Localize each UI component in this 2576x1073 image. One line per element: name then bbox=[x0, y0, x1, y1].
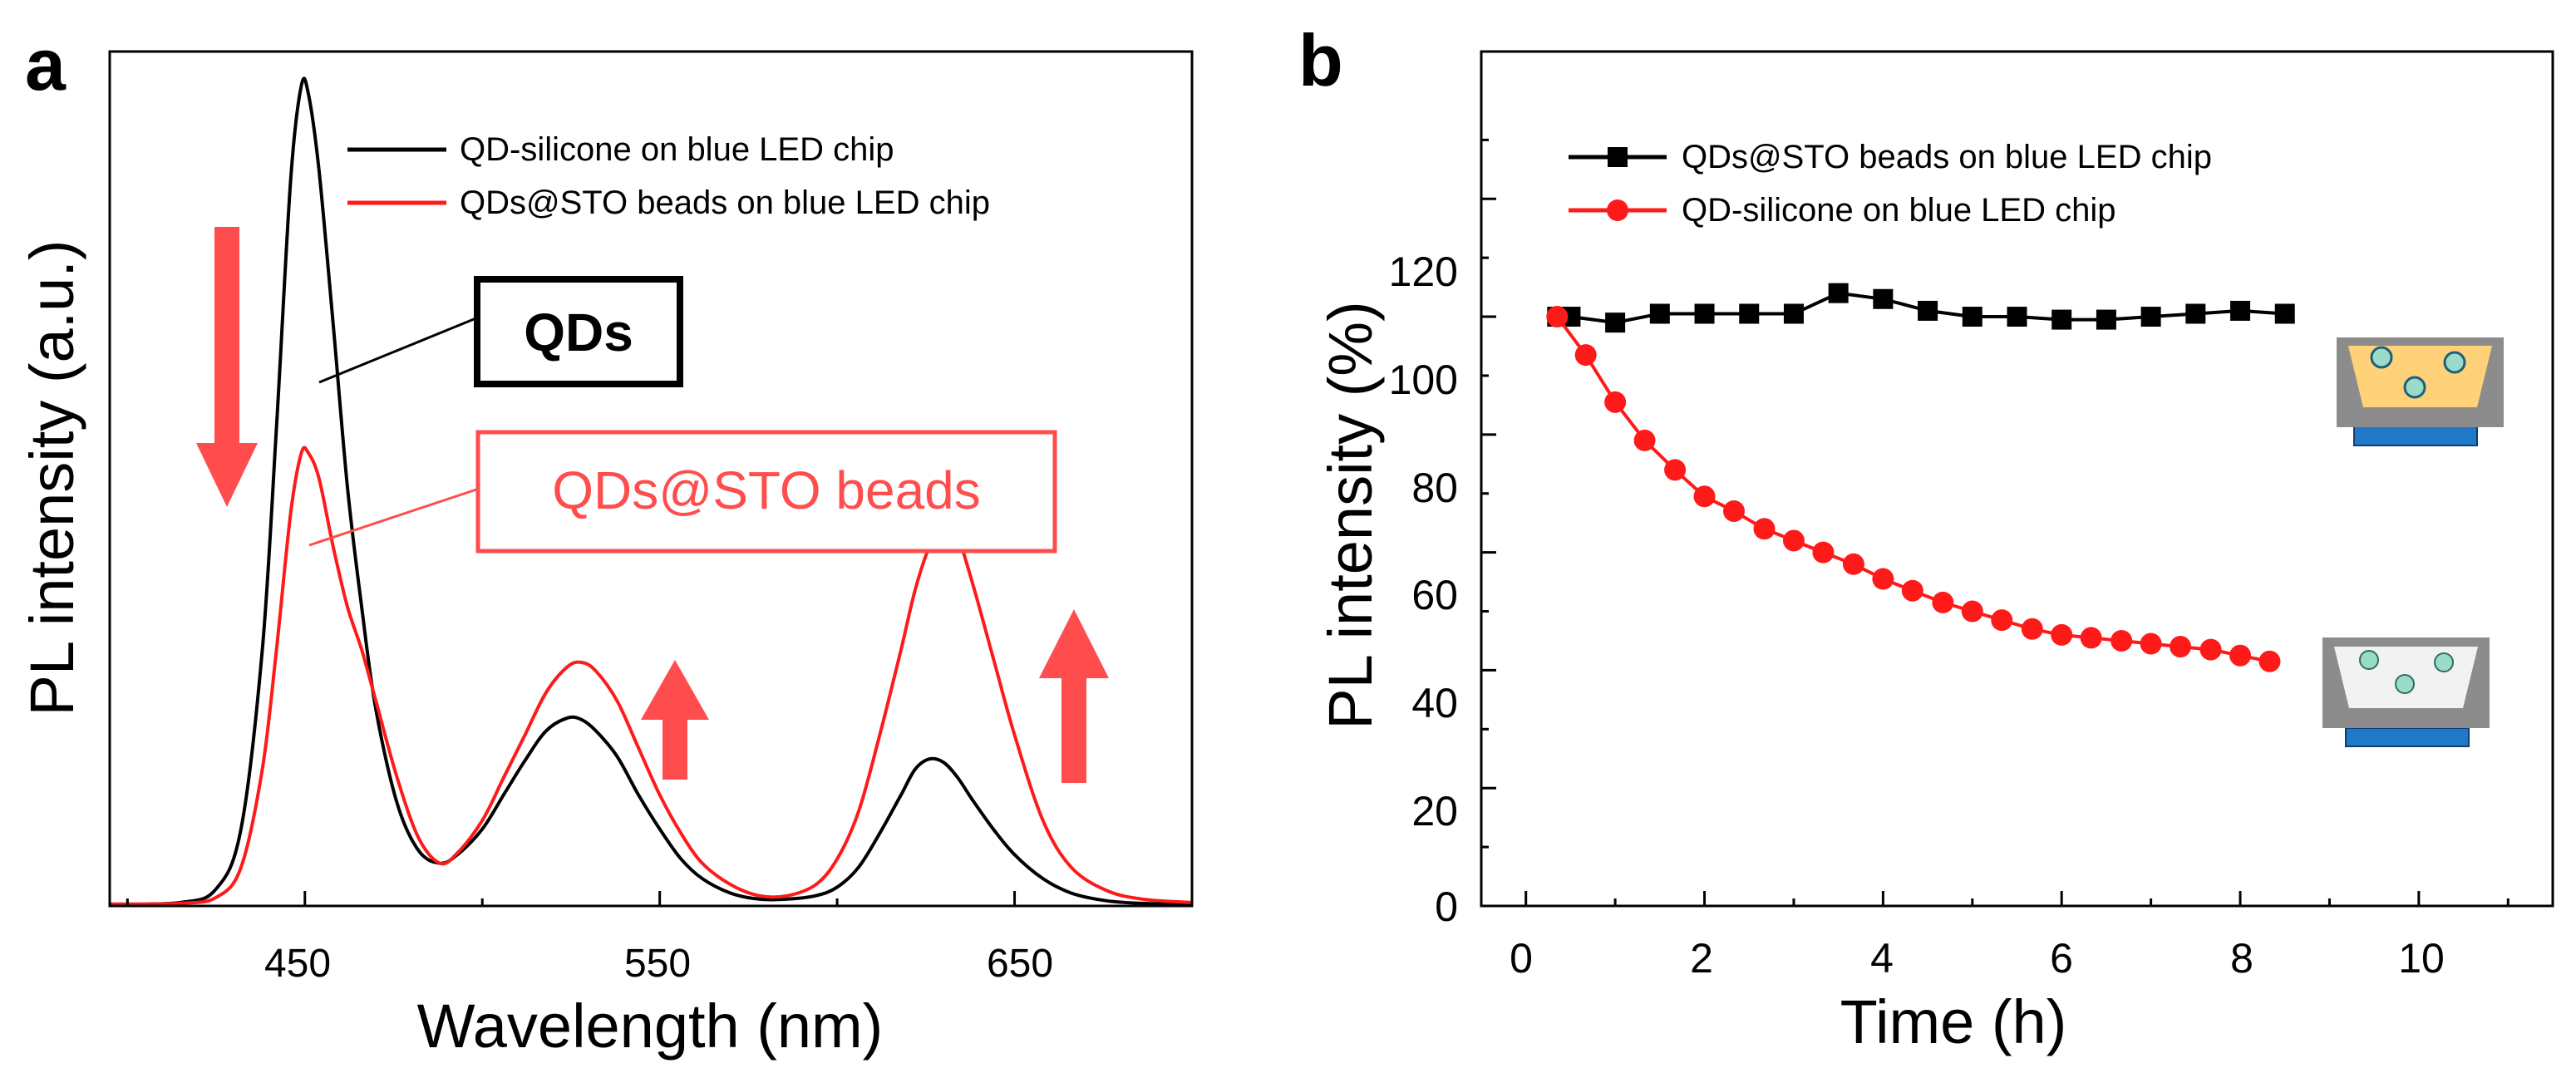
panel-b-xtick-10: 10 bbox=[2398, 935, 2445, 982]
panel-b-point-square bbox=[1739, 303, 1760, 324]
panel-b-point-square bbox=[2274, 303, 2295, 324]
panel-b-point-circle bbox=[1842, 553, 1864, 575]
panel-b-point-circle bbox=[2258, 650, 2281, 672]
panel-b-point-circle bbox=[1901, 579, 1923, 602]
panel-b-point-square bbox=[1783, 303, 1804, 324]
panel-b-point-circle bbox=[1546, 306, 1569, 328]
panel-b-ytick-40: 40 bbox=[1411, 680, 1458, 726]
panel-b-point-circle bbox=[1932, 591, 1954, 613]
panel-a-xtick-450: 450 bbox=[264, 942, 331, 986]
panel-b-x-axis-label: Time (h) bbox=[1840, 987, 2067, 1056]
panel-b-point-circle bbox=[1782, 529, 1805, 552]
panel-b-point-square bbox=[1873, 288, 1894, 309]
panel-b-point-circle bbox=[2111, 629, 2133, 652]
panel-b-xtick-6: 6 bbox=[2050, 935, 2073, 982]
panel-b-point-circle bbox=[1633, 429, 1656, 451]
panel-b-point-square bbox=[2051, 309, 2072, 330]
panel-b-series bbox=[1546, 283, 2295, 672]
panel-b-point-circle bbox=[2170, 636, 2192, 658]
panel-b-y-axis-label: PL intensity (%) bbox=[1316, 301, 1385, 729]
panel-a-arrow-down-icon bbox=[196, 227, 258, 507]
panel-a-xtick-550: 550 bbox=[624, 942, 691, 986]
panel-a-beads-leader-line bbox=[308, 487, 480, 547]
panel-b-point-square bbox=[1605, 313, 1626, 333]
panel-a-xtick-650: 650 bbox=[987, 942, 1053, 986]
panel-b-ytick-0: 0 bbox=[1435, 884, 1458, 930]
panel-b-point-circle bbox=[1574, 344, 1597, 367]
panel-b-point-circle bbox=[1693, 485, 1716, 508]
panel-b-point-circle bbox=[1604, 391, 1627, 413]
panel-b-point-square bbox=[2230, 300, 2251, 321]
panel-a-y-axis-label: PL intensity (a.u.) bbox=[17, 239, 86, 716]
panel-b-legend-label-1: QDs@STO beads on blue LED chip bbox=[1682, 139, 2212, 175]
panel-b-ytick-60: 60 bbox=[1411, 572, 1458, 618]
panel-b-point-square bbox=[2007, 307, 2027, 327]
panel-b-point-circle bbox=[1722, 500, 1745, 522]
panel-b-point-circle bbox=[2140, 632, 2162, 655]
panel-a-qds-box bbox=[474, 276, 683, 387]
panel-b-point-circle bbox=[1991, 609, 2013, 632]
panel-b-point-circle bbox=[1872, 568, 1894, 590]
panel-b-legend-marker-circle bbox=[1607, 199, 1628, 221]
panel-b-xtick-0: 0 bbox=[1510, 935, 1533, 982]
panel-a-beads-label: QDs@STO beads bbox=[552, 460, 981, 520]
panel-a-beads-box bbox=[475, 430, 1057, 554]
panel-a-plot-frame bbox=[108, 50, 1194, 908]
panel-a-series-1-line bbox=[109, 76, 1193, 906]
panel-label-a: a bbox=[25, 23, 66, 106]
panel-b-point-square bbox=[1962, 307, 1982, 327]
panel-b-point-square bbox=[2096, 309, 2116, 330]
panel-b-point-square bbox=[1694, 303, 1715, 324]
led-package-beads-icon bbox=[2337, 337, 2504, 446]
panel-b-point-circle bbox=[2199, 638, 2222, 661]
panel-b-point-square bbox=[1649, 303, 1670, 324]
panel-b-point-circle bbox=[1812, 541, 1835, 564]
panel-b-ytick-120: 120 bbox=[1389, 249, 1458, 295]
panel-b-point-circle bbox=[2080, 627, 2102, 649]
panel-b-ytick-20: 20 bbox=[1411, 788, 1458, 834]
panel-b-point-square bbox=[1918, 300, 1938, 321]
panel-b-point-square bbox=[2185, 303, 2206, 324]
panel-a-legend-label-2: QDs@STO beads on blue LED chip bbox=[460, 185, 990, 221]
panel-label-b: b bbox=[1298, 19, 1343, 101]
panel-b-point-square bbox=[1828, 283, 1849, 303]
panel-b-ytick-100: 100 bbox=[1389, 357, 1458, 403]
panel-b-point-circle bbox=[1961, 600, 1983, 623]
panel-b-legend-marker-square bbox=[1608, 147, 1628, 167]
panel-b-series-2-line bbox=[1555, 315, 2270, 663]
panel-b-point-circle bbox=[2229, 644, 2252, 667]
led-package-silicone-icon bbox=[2322, 637, 2490, 747]
panel-a-qds-leader-line bbox=[318, 316, 479, 384]
panel-b-point-circle bbox=[1753, 518, 1776, 540]
panel-b-point-circle bbox=[2051, 623, 2073, 646]
panel-a-x-axis-label: Wavelength (nm) bbox=[417, 992, 884, 1061]
panel-b-xtick-4: 4 bbox=[1870, 935, 1894, 982]
panel-b-point-circle bbox=[1664, 459, 1687, 481]
panel-a-qds-label: QDs bbox=[524, 303, 633, 362]
panel-b-xtick-2: 2 bbox=[1690, 935, 1713, 982]
panel-a-arrow-up-icon bbox=[1039, 609, 1109, 783]
panel-b-ticks bbox=[1481, 138, 2510, 908]
panel-a-arrow-up-icon bbox=[641, 660, 709, 780]
panel-b-point-square bbox=[2140, 307, 2161, 327]
panel-b-plot-frame bbox=[1480, 50, 2554, 908]
panel-b-point-circle bbox=[2021, 618, 2043, 640]
panel-a-x-ticks bbox=[126, 891, 1194, 906]
panel-b-legend-label-2: QD-silicone on blue LED chip bbox=[1682, 192, 2115, 229]
panel-b-xtick-8: 8 bbox=[2230, 935, 2253, 982]
panel-a-legend-label-1: QD-silicone on blue LED chip bbox=[460, 131, 894, 168]
panel-b-ytick-80: 80 bbox=[1411, 465, 1458, 511]
